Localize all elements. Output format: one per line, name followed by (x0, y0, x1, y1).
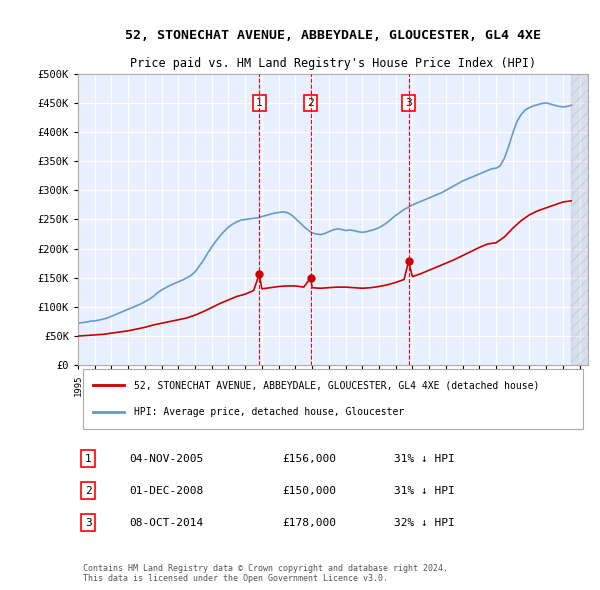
Bar (571, 74, 588, 365)
Text: 01-DEC-2008: 01-DEC-2008 (129, 486, 203, 496)
Text: 2: 2 (85, 486, 92, 496)
Text: 04-NOV-2005: 04-NOV-2005 (129, 454, 203, 464)
Text: 3: 3 (85, 518, 92, 528)
Text: HPI: Average price, detached house, Gloucester: HPI: Average price, detached house, Glou… (134, 407, 404, 417)
Text: £178,000: £178,000 (282, 518, 336, 528)
Text: 32% ↓ HPI: 32% ↓ HPI (394, 518, 455, 528)
Text: 31% ↓ HPI: 31% ↓ HPI (394, 486, 455, 496)
Text: £150,000: £150,000 (282, 486, 336, 496)
Text: 3: 3 (405, 98, 412, 108)
Text: £156,000: £156,000 (282, 454, 336, 464)
Text: 31% ↓ HPI: 31% ↓ HPI (394, 454, 455, 464)
Text: 1: 1 (85, 454, 92, 464)
Text: 52, STONECHAT AVENUE, ABBEYDALE, GLOUCESTER, GL4 4XE: 52, STONECHAT AVENUE, ABBEYDALE, GLOUCES… (125, 29, 541, 42)
Text: 08-OCT-2014: 08-OCT-2014 (129, 518, 203, 528)
FancyBboxPatch shape (83, 369, 583, 429)
Text: Contains HM Land Registry data © Crown copyright and database right 2024.
This d: Contains HM Land Registry data © Crown c… (83, 563, 448, 583)
Text: 1: 1 (256, 98, 263, 108)
Text: Price paid vs. HM Land Registry's House Price Index (HPI): Price paid vs. HM Land Registry's House … (130, 57, 536, 70)
Text: 52, STONECHAT AVENUE, ABBEYDALE, GLOUCESTER, GL4 4XE (detached house): 52, STONECHAT AVENUE, ABBEYDALE, GLOUCES… (134, 381, 539, 391)
Text: 2: 2 (307, 98, 314, 108)
